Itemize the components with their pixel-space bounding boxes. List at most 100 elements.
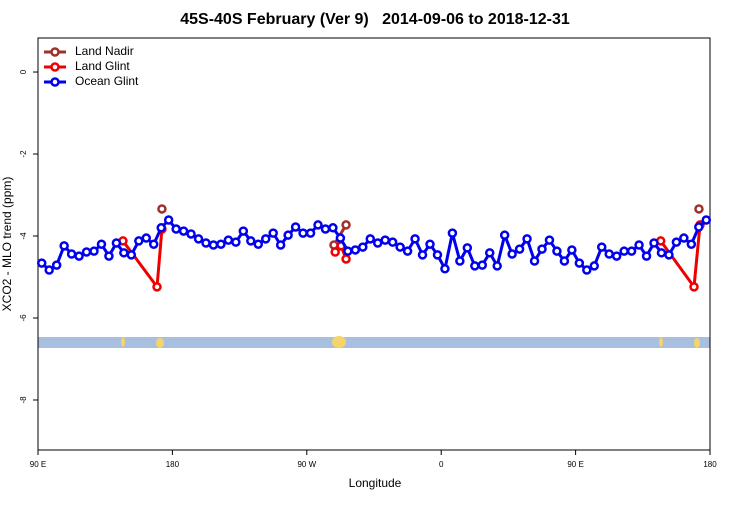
- point: [275, 240, 286, 250]
- point: [350, 245, 361, 255]
- point: [59, 241, 69, 251]
- point: [36, 258, 47, 268]
- point: [365, 234, 376, 244]
- y-tick-label: -6: [19, 314, 28, 322]
- point: [81, 247, 92, 257]
- point: [604, 249, 614, 259]
- point: [134, 236, 144, 246]
- point: [238, 226, 249, 236]
- point: [372, 238, 383, 248]
- point: [380, 235, 390, 245]
- legend-marker: [50, 77, 60, 87]
- point: [152, 282, 162, 292]
- point: [596, 242, 607, 252]
- point: [410, 234, 420, 244]
- point: [544, 235, 555, 245]
- point: [582, 265, 592, 275]
- point: [341, 254, 351, 264]
- point: [148, 239, 159, 249]
- point: [178, 226, 189, 236]
- x-tick-label: 90 W: [297, 460, 316, 469]
- point: [66, 249, 77, 259]
- point: [611, 251, 622, 261]
- legend-marker: [50, 62, 60, 72]
- point: [574, 258, 585, 268]
- legend-marker: [50, 47, 60, 57]
- point: [671, 237, 682, 247]
- point: [649, 238, 659, 248]
- point: [126, 250, 137, 260]
- point: [305, 228, 316, 238]
- point: [328, 223, 338, 233]
- y-axis-label: XCO2 - MLO trend (ppm): [0, 177, 14, 312]
- point: [477, 260, 488, 270]
- point: [216, 239, 226, 249]
- point: [425, 239, 435, 249]
- x-tick-label: 180: [166, 460, 180, 469]
- point: [402, 246, 413, 256]
- point: [104, 251, 114, 261]
- x-axis-label: Longitude: [349, 476, 402, 490]
- point: [626, 246, 637, 256]
- point: [111, 238, 122, 248]
- point: [246, 236, 256, 246]
- point: [634, 240, 644, 250]
- point: [298, 228, 308, 238]
- point: [44, 265, 54, 275]
- point: [283, 230, 293, 240]
- point: [522, 234, 532, 244]
- point: [559, 256, 570, 266]
- point: [96, 239, 107, 249]
- point: [537, 244, 547, 254]
- point: [470, 261, 480, 271]
- point: [193, 234, 204, 244]
- point: [343, 246, 353, 256]
- point: [320, 224, 331, 234]
- point: [89, 246, 99, 256]
- point: [701, 215, 712, 225]
- y-tick-label: -8: [19, 396, 28, 404]
- point: [201, 238, 211, 248]
- point: [141, 233, 152, 243]
- point: [694, 204, 704, 214]
- legend-label: Land Glint: [75, 59, 130, 73]
- legend-label: Land Nadir: [75, 44, 134, 58]
- y-tick-label: 0: [19, 69, 28, 74]
- chart-title: 45S-40S February (Ver 9) 2014-09-06 to 2…: [180, 11, 570, 28]
- point: [330, 247, 340, 257]
- point: [641, 251, 652, 261]
- point: [492, 261, 502, 271]
- y-tick-label: -4: [19, 232, 28, 240]
- point: [455, 256, 465, 266]
- point: [499, 230, 510, 240]
- point: [447, 228, 458, 238]
- x-tick-label: 90 E: [30, 460, 46, 469]
- point: [231, 237, 241, 247]
- point: [462, 243, 473, 253]
- point: [552, 246, 562, 256]
- point: [253, 239, 264, 249]
- point: [358, 242, 368, 252]
- point: [689, 282, 699, 292]
- legend-label: Ocean Glint: [75, 74, 139, 88]
- y-tick-label: -2: [19, 150, 28, 158]
- point: [664, 250, 674, 260]
- point: [335, 233, 346, 243]
- point: [395, 242, 405, 252]
- point: [51, 260, 62, 270]
- point: [417, 250, 428, 260]
- point: [656, 248, 667, 258]
- x-tick-label: 180: [703, 460, 717, 469]
- point: [156, 223, 166, 233]
- point: [157, 204, 167, 214]
- point: [74, 251, 84, 261]
- point: [186, 229, 196, 239]
- point: [260, 234, 271, 244]
- point: [290, 222, 301, 232]
- point: [484, 248, 495, 258]
- point: [119, 248, 129, 258]
- point: [313, 220, 323, 230]
- point: [440, 264, 450, 274]
- point: [432, 250, 443, 260]
